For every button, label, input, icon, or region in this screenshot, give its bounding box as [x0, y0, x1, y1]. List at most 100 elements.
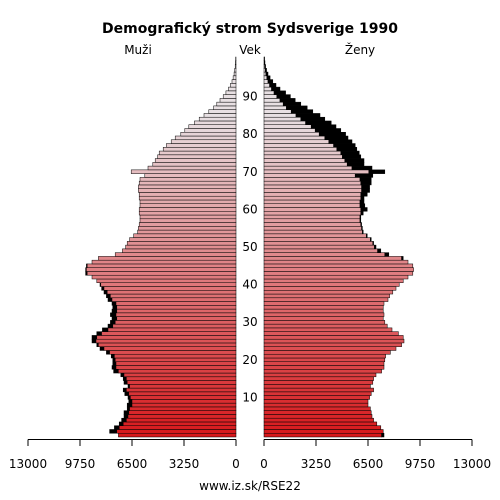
- female-bar: [263, 90, 275, 95]
- source-footer: www.iz.sk/RSE22: [199, 479, 301, 493]
- female-bar-excess: [360, 192, 368, 197]
- male-bar: [116, 308, 237, 314]
- female-bar-excess: [295, 113, 321, 118]
- male-bar: [147, 165, 237, 171]
- x-tick-label: 9750: [65, 457, 96, 471]
- female-bar: [263, 154, 343, 159]
- male-bar: [127, 414, 237, 419]
- female-bar: [263, 94, 278, 99]
- female-bar: [263, 135, 326, 141]
- age-tick-label: 70: [242, 165, 257, 179]
- female-bar: [263, 116, 302, 122]
- female-bar: [263, 252, 386, 257]
- male-bar: [100, 282, 237, 287]
- female-bar-excess: [361, 184, 370, 189]
- male-bar-excess: [113, 369, 119, 374]
- female-bar-excess: [324, 135, 349, 141]
- female-bar: [263, 199, 361, 204]
- female-bar: [263, 83, 270, 88]
- male-bar: [114, 353, 237, 359]
- female-bar: [263, 195, 362, 201]
- female-bar: [263, 244, 375, 250]
- female-bar: [263, 384, 371, 389]
- male-bar-excess: [127, 395, 131, 400]
- male-bar: [129, 237, 237, 242]
- male-bar: [109, 350, 237, 355]
- male-bar: [184, 128, 237, 133]
- female-bars: [263, 56, 414, 438]
- female-bar: [263, 86, 272, 92]
- male-bar: [198, 116, 237, 122]
- female-bar-excess: [360, 211, 364, 216]
- female-bar: [263, 425, 382, 430]
- female-bar: [263, 128, 316, 133]
- male-bar: [86, 267, 237, 272]
- male-bar: [138, 211, 237, 216]
- male-bar: [103, 286, 237, 291]
- female-bar-excess: [360, 180, 372, 186]
- female-bar-excess: [264, 64, 266, 69]
- male-bar: [232, 75, 237, 80]
- male-bar: [118, 432, 237, 438]
- male-bar: [139, 199, 237, 204]
- female-bar: [263, 143, 334, 148]
- female-bar-excess: [374, 244, 377, 250]
- male-bar: [138, 195, 237, 201]
- male-bar: [106, 290, 237, 295]
- female-bar: [263, 132, 320, 137]
- female-bar: [263, 361, 385, 366]
- female-bar-excess: [359, 177, 372, 182]
- x-tick-label: 9750: [405, 457, 436, 471]
- male-bar: [86, 263, 237, 268]
- female-bar-excess: [265, 71, 269, 77]
- male-bar: [116, 305, 237, 310]
- female-bar: [263, 192, 362, 197]
- male-bar-excess: [128, 399, 133, 404]
- x-tick-label: 6500: [353, 457, 384, 471]
- female-bar-excess: [368, 169, 386, 174]
- male-bar-excess: [91, 338, 97, 344]
- female-bar: [263, 256, 402, 261]
- male-bar: [129, 384, 237, 389]
- female-bar-excess: [377, 248, 382, 253]
- male-bar: [216, 101, 237, 107]
- x-tick-label: 6500: [117, 457, 148, 471]
- male-bar: [225, 90, 237, 95]
- male-bar: [112, 323, 237, 329]
- male-bar-excess: [123, 380, 128, 385]
- male-bar-excess: [110, 320, 116, 325]
- female-bar: [263, 79, 269, 84]
- female-bar-excess: [366, 233, 368, 238]
- male-bar: [126, 376, 237, 381]
- male-bar: [233, 71, 237, 77]
- x-tick-label: 13000: [453, 457, 491, 471]
- male-bar: [157, 154, 237, 159]
- female-bar: [263, 188, 362, 193]
- female-bar: [263, 226, 362, 231]
- male-bar: [222, 94, 237, 99]
- male-bar: [98, 256, 237, 261]
- male-bar: [138, 192, 237, 197]
- female-bar: [263, 353, 386, 359]
- male-bar: [122, 421, 237, 426]
- male-bar: [138, 184, 237, 189]
- male-bar: [131, 399, 237, 404]
- male-bar: [234, 64, 237, 69]
- female-bar: [263, 162, 348, 167]
- male-bar-excess: [106, 293, 111, 299]
- male-bar: [144, 173, 237, 178]
- female-bar: [263, 357, 386, 362]
- male-bar: [126, 417, 237, 423]
- female-bar: [263, 233, 367, 238]
- male-bar-excess: [120, 372, 125, 378]
- male-bar: [111, 297, 237, 302]
- male-bar-excess: [123, 414, 129, 419]
- male-bar: [194, 120, 237, 125]
- female-bar: [263, 259, 409, 265]
- male-bar-excess: [112, 357, 116, 362]
- female-bar: [263, 113, 297, 118]
- male-bar: [188, 124, 237, 129]
- female-bar: [263, 139, 330, 144]
- male-bar: [126, 387, 237, 393]
